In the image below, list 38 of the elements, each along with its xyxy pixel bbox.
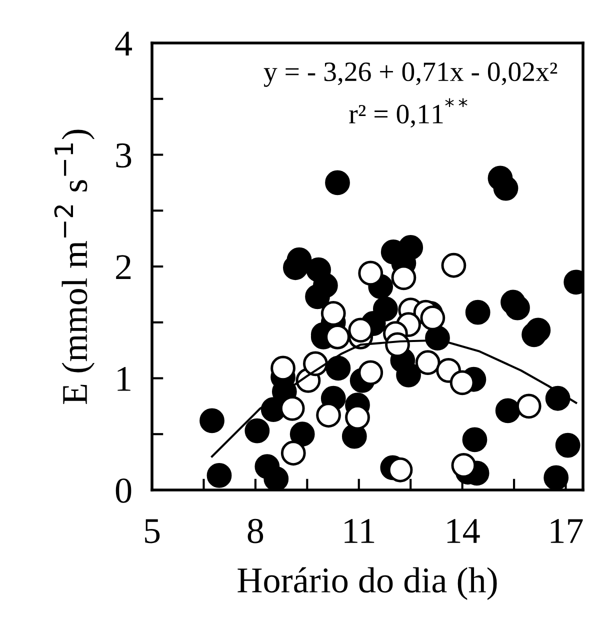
point xyxy=(396,362,421,388)
point xyxy=(358,260,384,286)
x-tick-label: 17 xyxy=(550,518,583,543)
point xyxy=(545,386,570,411)
y-tick-label: 4 xyxy=(115,32,132,56)
point xyxy=(465,300,490,325)
y-tick-label: 3 xyxy=(116,143,132,168)
point xyxy=(264,466,289,490)
point xyxy=(505,295,530,320)
point xyxy=(326,356,351,381)
point xyxy=(462,427,488,452)
point xyxy=(200,408,224,434)
point xyxy=(302,351,328,376)
point xyxy=(493,176,518,201)
annotation: y = - 3,26 + 0,71x - 0,02x² xyxy=(264,62,558,87)
annotation: r² = 0,11$^{**}$ xyxy=(349,98,468,128)
point xyxy=(495,398,520,424)
point xyxy=(441,252,466,278)
y-tick-label: 0 xyxy=(116,478,132,503)
point xyxy=(544,465,569,490)
point xyxy=(290,422,315,447)
x-tick-label: 5 xyxy=(145,519,160,544)
y-axis-title: E (mmol m$^{−2}$ s$^{−1}$) xyxy=(54,130,95,404)
point xyxy=(358,360,384,386)
x-tick-label: 14 xyxy=(447,518,480,543)
x-axis-title: Horário do dia (h) xyxy=(238,567,497,600)
point xyxy=(206,463,232,488)
point xyxy=(325,170,350,196)
x-tick-label: 11 xyxy=(344,518,374,543)
y-tick-label: 1 xyxy=(118,366,130,391)
point xyxy=(316,402,341,428)
point xyxy=(555,432,580,458)
point xyxy=(305,284,330,310)
y-tick-label: 2 xyxy=(116,255,131,280)
point xyxy=(244,418,270,444)
point xyxy=(420,305,446,330)
x-tick-label: 8 xyxy=(248,518,264,544)
point xyxy=(522,322,546,348)
